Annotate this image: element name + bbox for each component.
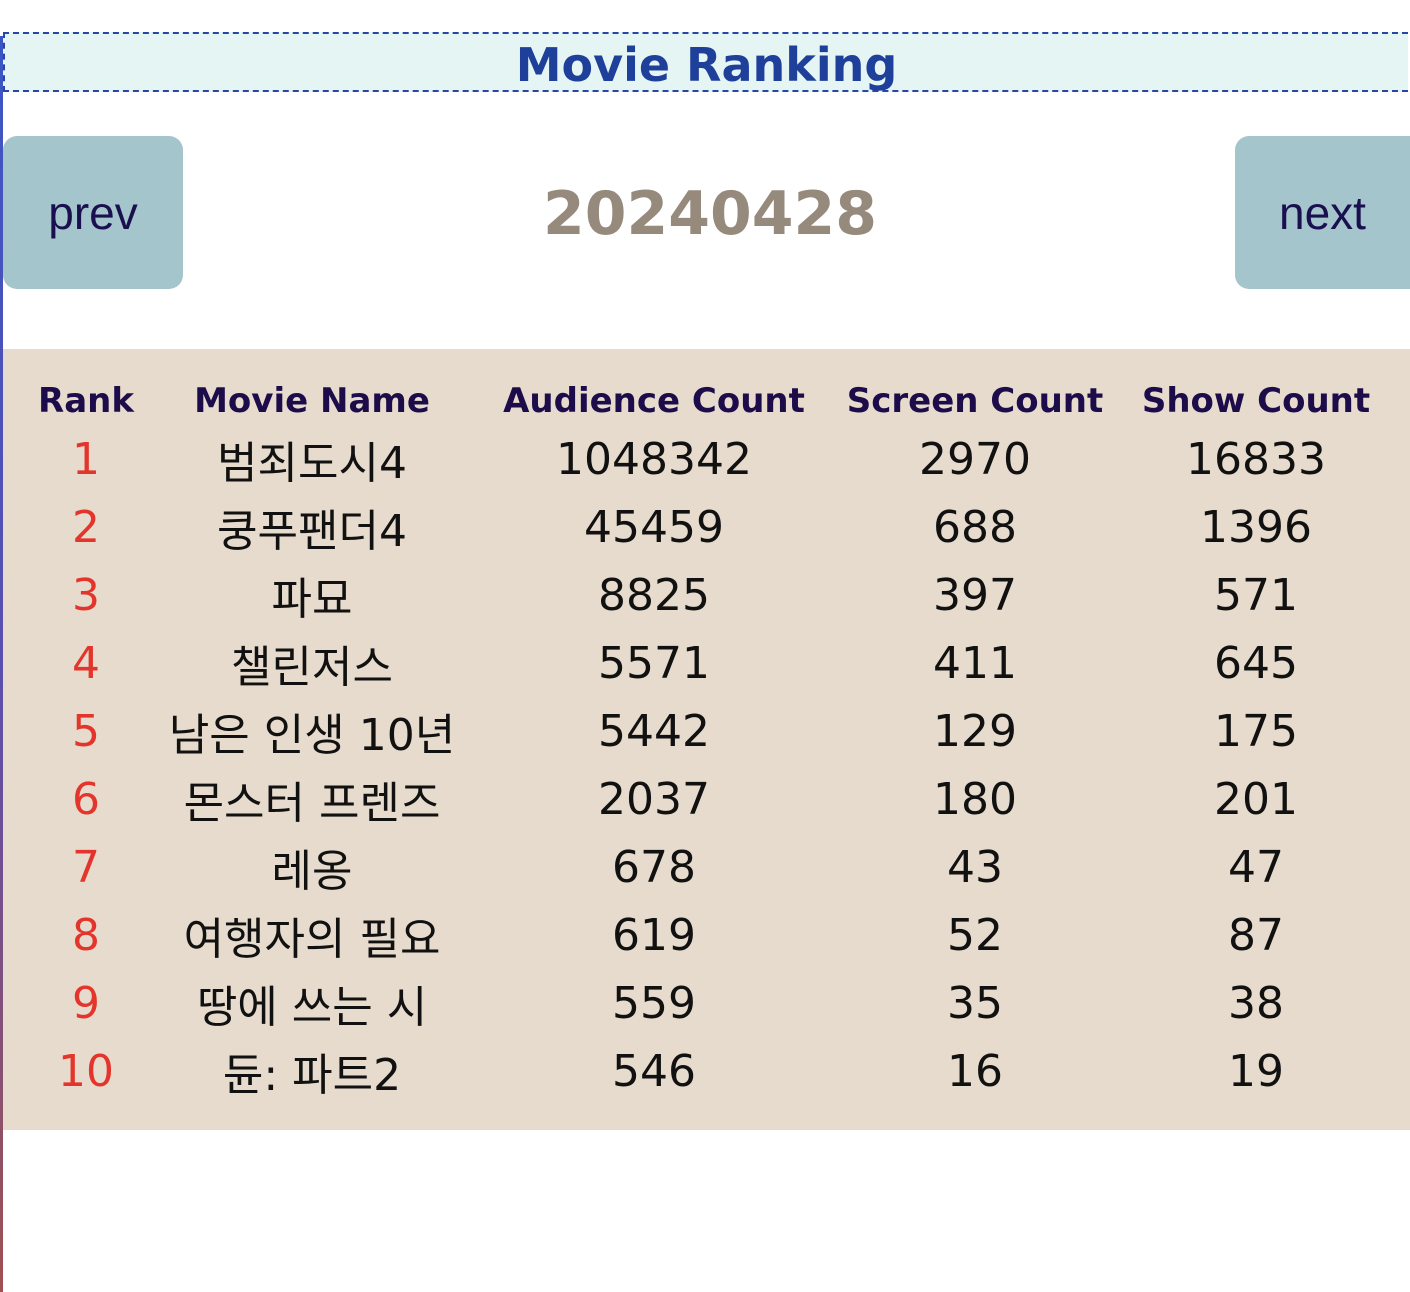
show-count-cell: 645 <box>1214 637 1298 689</box>
column-header-show-count: Show Count <box>1141 381 1371 421</box>
prev-button[interactable]: prev <box>3 136 183 289</box>
ranking-table: Rank Movie Name Audience Count Screen Co… <box>16 377 1402 1105</box>
movie-name-cell: 땅에 쓰는 시 <box>196 982 428 1033</box>
movie-name-cell: 여행자의 필요 <box>183 914 441 965</box>
screen-count-cell: 2970 <box>919 433 1031 485</box>
rank-cell: 6 <box>72 773 100 825</box>
rank-cell: 8 <box>72 909 100 961</box>
column-header-movie-name: Movie Name <box>194 381 430 421</box>
screen-count-cell: 411 <box>933 637 1017 689</box>
show-count-cell: 201 <box>1214 773 1298 825</box>
table-row: 1 범죄도시4 1048342 2970 16833 <box>16 425 1402 493</box>
movie-name-cell: 파묘 <box>271 574 353 625</box>
audience-count-cell: 678 <box>612 841 696 893</box>
column-header-audience-count: Audience Count <box>503 381 805 421</box>
date-label: 20240428 <box>543 179 877 249</box>
show-count-cell: 87 <box>1228 909 1284 961</box>
audience-count-cell: 1048342 <box>556 433 752 485</box>
audience-count-cell: 546 <box>612 1045 696 1097</box>
show-count-cell: 571 <box>1214 569 1298 621</box>
movie-name-cell: 쿵푸팬더4 <box>217 506 407 557</box>
movie-name-cell: 범죄도시4 <box>217 438 407 489</box>
show-count-cell: 16833 <box>1186 433 1326 485</box>
audience-count-cell: 45459 <box>584 501 724 553</box>
rank-cell: 7 <box>72 841 100 893</box>
page-header: Movie Ranking <box>3 32 1408 92</box>
audience-count-cell: 5442 <box>598 705 710 757</box>
rank-cell: 5 <box>72 705 100 757</box>
show-count-cell: 175 <box>1214 705 1298 757</box>
screen-count-cell: 688 <box>933 501 1017 553</box>
audience-count-cell: 8825 <box>598 569 710 621</box>
column-header-rank: Rank <box>38 381 134 421</box>
column-header-screen-count: Screen Count <box>846 381 1104 421</box>
ranking-table-container: Rank Movie Name Audience Count Screen Co… <box>3 349 1410 1130</box>
table-row: 5 남은 인생 10년 5442 129 175 <box>16 697 1402 765</box>
audience-count-cell: 559 <box>612 977 696 1029</box>
movie-name-cell: 남은 인생 10년 <box>168 710 456 761</box>
screen-count-cell: 180 <box>933 773 1017 825</box>
table-row: 2 쿵푸팬더4 45459 688 1396 <box>16 493 1402 561</box>
rank-cell: 10 <box>58 1045 114 1097</box>
show-count-cell: 38 <box>1228 977 1284 1029</box>
screen-count-cell: 397 <box>933 569 1017 621</box>
audience-count-cell: 2037 <box>598 773 710 825</box>
table-row: 10 듄: 파트2 546 16 19 <box>16 1037 1402 1105</box>
table-header-row: Rank Movie Name Audience Count Screen Co… <box>16 377 1402 425</box>
audience-count-cell: 619 <box>612 909 696 961</box>
rank-cell: 4 <box>72 637 100 689</box>
screen-count-cell: 16 <box>947 1045 1003 1097</box>
show-count-cell: 1396 <box>1200 501 1312 553</box>
screen-count-cell: 35 <box>947 977 1003 1029</box>
movie-name-cell: 챌린저스 <box>231 642 393 693</box>
rank-cell: 1 <box>72 433 100 485</box>
screen-count-cell: 43 <box>947 841 1003 893</box>
next-button[interactable]: next <box>1235 136 1410 289</box>
table-row: 7 레옹 678 43 47 <box>16 833 1402 901</box>
table-row: 3 파묘 8825 397 571 <box>16 561 1402 629</box>
movie-name-cell: 몬스터 프렌즈 <box>183 778 441 829</box>
table-row: 9 땅에 쓰는 시 559 35 38 <box>16 969 1402 1037</box>
page-title: Movie Ranking <box>515 38 898 92</box>
show-count-cell: 19 <box>1228 1045 1284 1097</box>
movie-name-cell: 레옹 <box>271 846 353 897</box>
left-edge-border <box>0 36 3 1292</box>
audience-count-cell: 5571 <box>598 637 710 689</box>
table-row: 4 챌린저스 5571 411 645 <box>16 629 1402 697</box>
table-row: 8 여행자의 필요 619 52 87 <box>16 901 1402 969</box>
movie-name-cell: 듄: 파트2 <box>222 1050 402 1101</box>
rank-cell: 2 <box>72 501 100 553</box>
show-count-cell: 47 <box>1228 841 1284 893</box>
screen-count-cell: 129 <box>933 705 1017 757</box>
table-row: 6 몬스터 프렌즈 2037 180 201 <box>16 765 1402 833</box>
screen-count-cell: 52 <box>947 909 1003 961</box>
rank-cell: 9 <box>72 977 100 1029</box>
rank-cell: 3 <box>72 569 100 621</box>
